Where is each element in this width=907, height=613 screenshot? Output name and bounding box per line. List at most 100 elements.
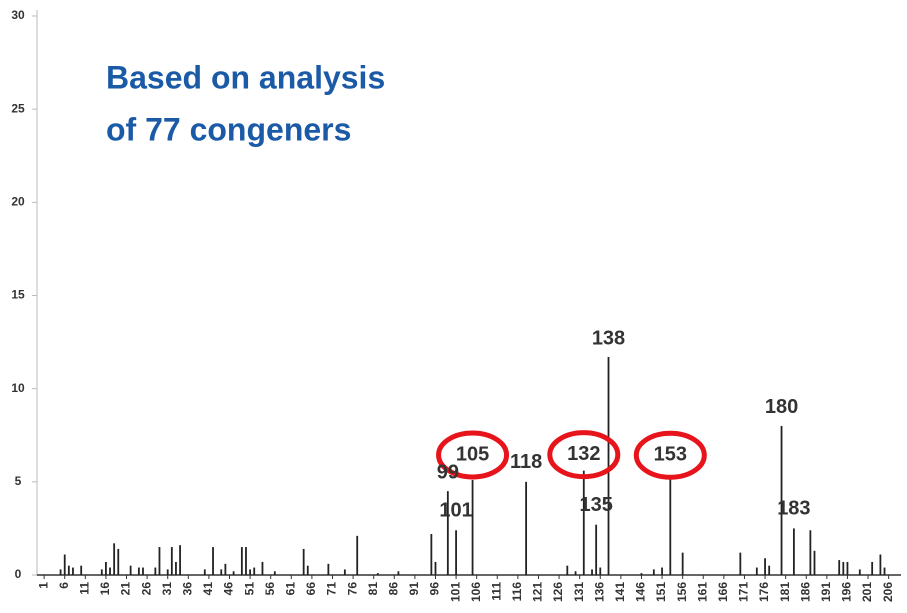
bar <box>232 571 235 575</box>
bar <box>838 560 841 575</box>
x-tick-label: 181 <box>778 582 792 602</box>
x-tick-label: 156 <box>675 582 689 602</box>
bar <box>376 573 379 575</box>
x-tick-label: 21 <box>119 582 133 596</box>
bar <box>240 547 243 575</box>
bar <box>154 567 157 575</box>
bar <box>607 356 610 575</box>
bar <box>129 565 132 575</box>
bar <box>780 425 783 575</box>
bar-annotation: 99 <box>437 461 459 483</box>
bar <box>430 534 433 575</box>
y-tick-label: 20 <box>11 195 25 209</box>
x-tick-label: 161 <box>695 582 709 602</box>
bar <box>595 524 598 575</box>
x-tick-label: 171 <box>737 582 751 602</box>
bar-annotation: 180 <box>765 396 798 418</box>
highlight-circle <box>547 430 621 480</box>
bar <box>879 554 882 575</box>
x-tick-label: 86 <box>386 582 400 596</box>
bar <box>166 569 169 575</box>
x-tick-label: 121 <box>531 582 545 602</box>
y-tick-label: 30 <box>11 8 25 22</box>
bar <box>599 567 602 575</box>
y-tick-label: 15 <box>11 288 25 302</box>
x-tick-label: 46 <box>222 582 236 596</box>
bar <box>175 561 177 575</box>
x-tick-label: 131 <box>572 582 586 602</box>
bar <box>245 547 247 575</box>
x-tick-label: 11 <box>77 582 91 595</box>
x-tick-label: 36 <box>180 582 194 596</box>
x-tick-label: 106 <box>469 582 483 602</box>
bar-annotation: 138 <box>592 327 625 349</box>
bar <box>302 548 305 575</box>
x-tick-label: 96 <box>428 582 442 596</box>
bar <box>574 571 577 575</box>
x-tick-label: 61 <box>283 582 297 596</box>
bar <box>661 567 663 575</box>
bar <box>858 569 861 575</box>
bar <box>220 569 223 575</box>
bar <box>681 552 684 575</box>
bar <box>566 565 569 575</box>
bar <box>59 569 62 575</box>
y-tick-label: 0 <box>15 567 22 581</box>
bar <box>755 567 758 575</box>
x-tick-label: 6 <box>57 582 71 589</box>
bar <box>105 561 107 575</box>
bar <box>80 565 83 575</box>
x-tick-label: 166 <box>716 582 730 602</box>
y-tick-label: 5 <box>15 474 22 488</box>
x-tick-label: 26 <box>139 582 153 596</box>
bar <box>273 571 276 575</box>
bar-annotation: 118 <box>510 451 542 473</box>
bar-annotation: 135 <box>579 494 612 516</box>
headline: Based on analysis <box>106 59 385 95</box>
y-tick-label: 10 <box>11 381 25 395</box>
bar <box>179 545 181 575</box>
bar <box>455 530 457 575</box>
x-tick-label: 136 <box>592 582 606 602</box>
x-tick-label: 16 <box>98 582 112 596</box>
bar <box>109 567 111 575</box>
x-tick-label: 51 <box>242 582 256 596</box>
x-tick-label: 176 <box>757 582 771 602</box>
bar <box>67 565 70 575</box>
x-tick-label: 76 <box>345 582 359 596</box>
bar-annotation: 132 <box>567 443 600 465</box>
bar <box>397 571 400 575</box>
bar <box>842 561 845 575</box>
bar <box>525 481 528 575</box>
x-tick-label: 41 <box>201 582 215 596</box>
x-tick-label: 191 <box>819 582 833 602</box>
bar <box>306 565 309 575</box>
bar <box>582 470 585 575</box>
x-tick-label: 101 <box>448 582 462 602</box>
bar <box>792 528 795 575</box>
bar <box>158 547 161 575</box>
x-tick-label: 151 <box>654 582 668 602</box>
bar <box>739 552 742 575</box>
bar <box>72 567 74 575</box>
bar <box>471 479 474 575</box>
bar <box>212 547 214 575</box>
bar-annotation: 183 <box>777 498 810 520</box>
bar <box>203 569 206 575</box>
bar <box>100 569 103 575</box>
bar <box>809 530 812 575</box>
bar <box>434 561 437 575</box>
x-tick-label: 66 <box>304 582 318 596</box>
bar-annotation: 101 <box>439 500 472 522</box>
bar <box>883 567 886 575</box>
x-tick-label: 31 <box>160 582 174 596</box>
bar <box>446 491 449 575</box>
bar <box>117 548 120 575</box>
bar-annotation: 153 <box>654 444 687 466</box>
bar <box>113 543 116 575</box>
bar <box>764 558 766 575</box>
x-tick-label: 111 <box>489 582 503 601</box>
bar <box>591 569 593 575</box>
highlight-circle <box>436 430 510 480</box>
x-tick-label: 91 <box>407 582 421 596</box>
